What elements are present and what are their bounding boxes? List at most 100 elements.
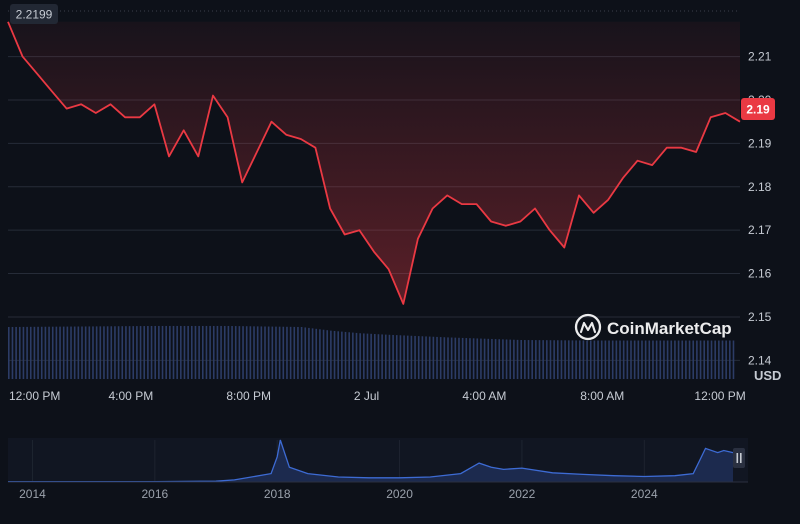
volume-bar bbox=[575, 340, 577, 379]
volume-bar bbox=[648, 340, 651, 379]
volume-bar bbox=[491, 338, 493, 379]
navigator-line bbox=[8, 439, 734, 483]
x-axis-ticks: 12:00 PM 4:00 PM 8:00 PM 2 Jul 4:00 AM 8:00 A… bbox=[9, 389, 746, 403]
volume-bar bbox=[99, 326, 102, 379]
coinmarketcap-watermark: CoinMarketCap bbox=[574, 313, 732, 341]
navigator-year-labels: 2014 2016 2018 2020 2022 2024 bbox=[19, 487, 658, 501]
volume-bar bbox=[399, 335, 402, 379]
volume-bar bbox=[670, 340, 673, 379]
volume-bar bbox=[26, 326, 28, 379]
volume-bar bbox=[282, 326, 285, 379]
volume-bar bbox=[718, 340, 720, 379]
current-price-badge: 2.19 bbox=[741, 98, 775, 120]
x-tick-label: 4:00 AM bbox=[462, 389, 506, 403]
volume-bar bbox=[48, 326, 50, 379]
volume-bar bbox=[710, 340, 713, 379]
volume-bar bbox=[633, 340, 636, 379]
volume-bar bbox=[11, 326, 14, 379]
y-tick-label: 2.21 bbox=[748, 50, 772, 64]
volume-bar bbox=[161, 325, 164, 379]
x-tick-label: 8:00 AM bbox=[580, 389, 624, 403]
y-tick-label: 2.14 bbox=[748, 353, 772, 367]
volume-bar bbox=[524, 340, 526, 379]
navigator[interactable]: 2014 2016 2018 2020 2022 2024 bbox=[8, 438, 748, 501]
volume-bar bbox=[139, 326, 142, 379]
volume-bar bbox=[447, 337, 449, 379]
volume-bar bbox=[542, 340, 544, 379]
x-tick-label: 2 Jul bbox=[354, 389, 379, 403]
volume-bar bbox=[337, 331, 339, 379]
volume-bar bbox=[619, 340, 621, 379]
price-line[interactable] bbox=[7, 21, 741, 305]
volume-bar bbox=[132, 326, 135, 379]
volume-bar bbox=[88, 326, 91, 379]
volume-bar bbox=[183, 325, 186, 379]
volume-bar bbox=[692, 340, 695, 379]
volume-bar bbox=[304, 327, 307, 379]
volume-bar bbox=[278, 326, 281, 379]
volume-bar bbox=[681, 340, 684, 379]
volume-bar bbox=[498, 339, 501, 379]
volume-bar bbox=[388, 334, 391, 379]
volume-bar bbox=[557, 340, 559, 379]
volume-bar bbox=[458, 337, 460, 379]
volume-bar bbox=[275, 326, 277, 379]
volume-bar bbox=[66, 326, 69, 379]
opening-price-label: 2.2199 bbox=[10, 4, 58, 24]
volume-bar bbox=[212, 325, 215, 379]
volume-bar bbox=[410, 335, 413, 379]
volume-bar bbox=[454, 337, 457, 379]
volume-bar bbox=[714, 340, 716, 379]
volume-bar bbox=[487, 338, 490, 379]
volume-bar bbox=[348, 332, 350, 379]
volume-bar bbox=[421, 336, 424, 379]
volume-bar bbox=[330, 330, 332, 379]
volume-bar bbox=[260, 326, 263, 379]
volume-bar bbox=[384, 334, 387, 379]
volume-bar bbox=[198, 325, 200, 379]
volume-bar bbox=[615, 340, 618, 379]
volume-bar bbox=[110, 326, 113, 379]
volume-bar bbox=[176, 325, 178, 379]
volume-bar bbox=[92, 326, 94, 379]
volume-bar bbox=[494, 339, 497, 379]
navigator-year-label: 2020 bbox=[386, 487, 413, 501]
volume-bar bbox=[567, 340, 570, 379]
volume-bar bbox=[231, 326, 233, 379]
y-tick-label: 2.18 bbox=[748, 180, 772, 194]
volume-bar bbox=[300, 327, 303, 379]
volume-bar bbox=[586, 340, 588, 379]
volume-bar bbox=[106, 326, 109, 379]
volume-bar bbox=[322, 329, 325, 379]
volume-bar bbox=[604, 340, 607, 379]
volume-bar bbox=[611, 340, 614, 379]
volume-bar bbox=[249, 326, 252, 379]
volume-bar bbox=[406, 335, 409, 379]
volume-bar bbox=[289, 326, 292, 379]
volume-bar bbox=[333, 330, 336, 379]
volume-bar bbox=[242, 326, 244, 379]
volume-bar bbox=[84, 326, 87, 379]
volume-bar bbox=[169, 325, 171, 379]
navigator-year-label: 2022 bbox=[509, 487, 536, 501]
volume-bar bbox=[29, 326, 32, 379]
volume-bar bbox=[264, 326, 266, 379]
y-tick-label: 2.17 bbox=[748, 223, 772, 237]
volume-bar bbox=[154, 325, 156, 379]
navigator-year-label: 2018 bbox=[264, 487, 291, 501]
volume-bar bbox=[77, 326, 80, 379]
volume-bar bbox=[560, 340, 563, 379]
volume-bar bbox=[271, 326, 274, 379]
volume-bar bbox=[732, 340, 735, 379]
volume-bar bbox=[707, 340, 709, 379]
volume-bar bbox=[158, 325, 160, 379]
volume-bar bbox=[414, 335, 416, 379]
volume-bar bbox=[352, 332, 354, 379]
volume-bar bbox=[403, 335, 405, 379]
pause-handle-icon[interactable] bbox=[733, 448, 745, 468]
volume-bar bbox=[293, 326, 296, 379]
volume-bar bbox=[527, 340, 530, 379]
volume-bar bbox=[245, 326, 248, 379]
volume-bar bbox=[136, 326, 138, 379]
